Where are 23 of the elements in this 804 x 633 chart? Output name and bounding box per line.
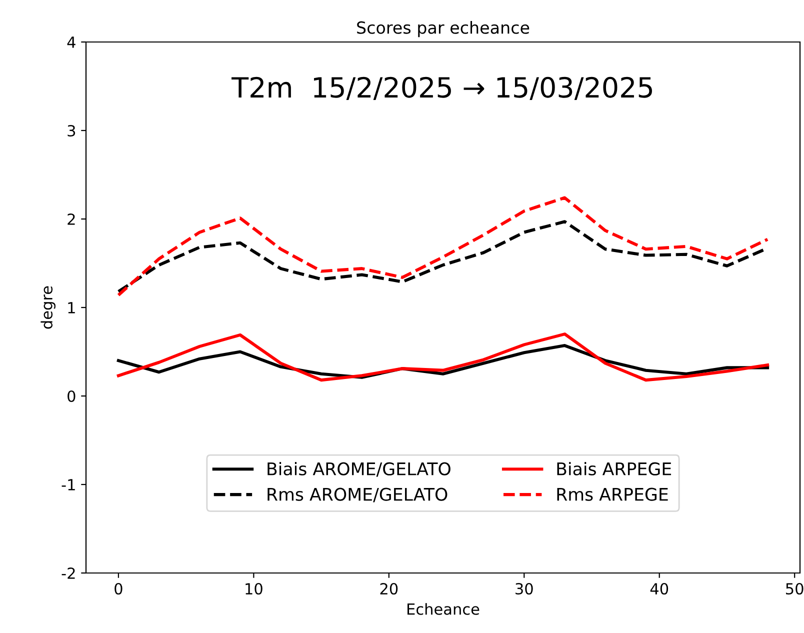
- legend-label: Biais ARPEGE: [557, 462, 672, 476]
- y-tick-label: -2: [62, 567, 75, 579]
- annotation: T2m 15/2/2025 → 15/03/2025: [232, 76, 652, 100]
- x-tick-label: 30: [516, 582, 533, 595]
- y-tick-label: 3: [68, 124, 76, 137]
- x-tick-label: 0: [114, 582, 122, 595]
- x-tick-label: 20: [380, 582, 398, 595]
- x-tick-label: 10: [246, 582, 262, 595]
- x-axis-title: Echeance: [408, 603, 480, 615]
- y-tick-label: 2: [68, 213, 75, 225]
- chart-title: Scores par echeance: [357, 21, 530, 38]
- y-tick-label: 4: [67, 36, 76, 48]
- legend-label: Rms ARPEGE: [557, 488, 668, 501]
- line-series: [116, 196, 770, 297]
- y-tick-label: 0: [68, 390, 76, 402]
- y-tick-label: -1: [62, 479, 75, 490]
- x-tick-label: 40: [650, 582, 668, 595]
- legend-label: Rms AROME/GELATO: [268, 488, 448, 502]
- y-tick-label: 1: [68, 302, 75, 314]
- x-tick-label: 50: [786, 582, 804, 595]
- y-axis-title: degre: [40, 286, 56, 329]
- legend-label: Biais AROME/GELATO: [268, 462, 450, 477]
- line-series: [116, 332, 770, 382]
